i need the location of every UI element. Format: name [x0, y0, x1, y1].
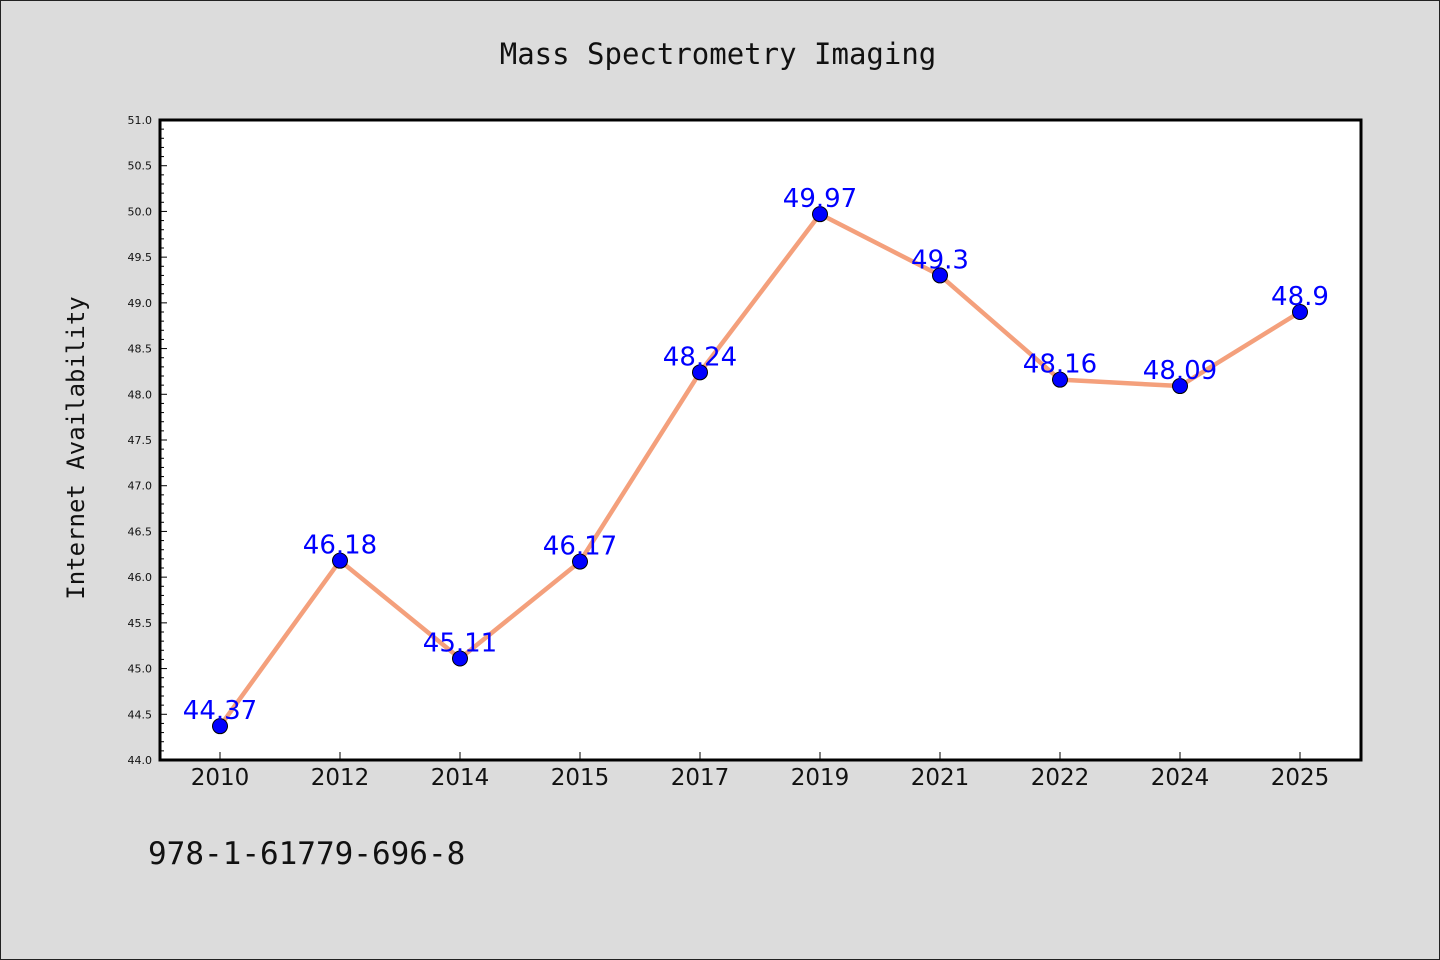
y-axis-label: Internet Availability — [62, 296, 90, 599]
data-point — [332, 552, 348, 569]
x-tick-label: 2017 — [671, 765, 730, 791]
x-tick-label: 2025 — [1271, 765, 1330, 791]
plot-area — [158, 118, 1363, 762]
y-tick-label: 47.5 — [128, 434, 153, 447]
data-point — [452, 650, 468, 667]
x-tick-label: 2024 — [1151, 765, 1210, 791]
y-tick-label: 49.0 — [128, 297, 153, 310]
data-label: 48.24 — [663, 342, 737, 372]
x-tick-label: 2019 — [791, 765, 850, 791]
chart-title: Mass Spectrometry Imaging — [500, 37, 937, 71]
x-tick-label: 2022 — [1031, 765, 1090, 791]
data-label: 48.09 — [1143, 356, 1217, 386]
data-point — [932, 267, 948, 284]
data-label: 48.9 — [1271, 282, 1329, 312]
data-labels: 44.37 46.18 45.11 46.17 48.24 49.97 49.3 48.16 4… — [183, 184, 1329, 726]
y-tick-label: 49.5 — [128, 251, 153, 264]
data-point — [572, 553, 588, 570]
y-tick-label: 45.5 — [128, 617, 153, 630]
x-tick-label: 2010 — [191, 765, 250, 791]
data-point — [692, 364, 708, 381]
data-label: 46.17 — [543, 532, 617, 562]
y-tick-label: 44.0 — [128, 754, 153, 767]
series-lines — [217, 211, 1303, 729]
y-tick-label: 45.0 — [128, 663, 153, 676]
data-point — [212, 718, 228, 735]
x-tick-label: 2014 — [431, 765, 490, 791]
y-tick-label: 46.5 — [128, 525, 153, 538]
data-label: 46.18 — [303, 531, 377, 561]
y-tick-label: 48.0 — [128, 388, 153, 401]
x-tick-label: 2012 — [311, 765, 370, 791]
y-tick-label: 50.0 — [128, 205, 153, 218]
x-axis: 2010 2012 2014 2015 2017 2019 2021 2022 2024 2025 — [191, 752, 1330, 791]
data-label: 49.97 — [783, 184, 857, 214]
x-tick-label: 2015 — [551, 765, 610, 791]
y-tick-label: 47.0 — [128, 480, 153, 493]
series-line — [217, 211, 1303, 729]
y-tick-label: 46.0 — [128, 571, 153, 584]
data-point — [812, 206, 828, 223]
data-label: 48.16 — [1023, 350, 1097, 380]
series-markers — [212, 206, 1308, 735]
data-point — [1052, 371, 1068, 388]
data-label: 45.11 — [423, 629, 497, 659]
data-label: 44.37 — [183, 696, 257, 726]
isbn-text: 978-1-61779-696-8 — [148, 836, 465, 872]
y-tick-label: 48.5 — [128, 343, 153, 356]
data-label: 49.3 — [911, 245, 969, 275]
data-point — [1172, 378, 1188, 395]
data-point — [1292, 304, 1308, 320]
y-tick-label: 44.5 — [128, 708, 153, 721]
x-tick-label: 2021 — [911, 765, 970, 791]
y-tick-label: 51.0 — [128, 114, 153, 127]
y-axis: 44.0 44.5 45.0 45.5 46.0 46.5 47.0 47.5 48.0 48.5… — [128, 114, 167, 767]
y-tick-label: 50.5 — [128, 160, 153, 173]
